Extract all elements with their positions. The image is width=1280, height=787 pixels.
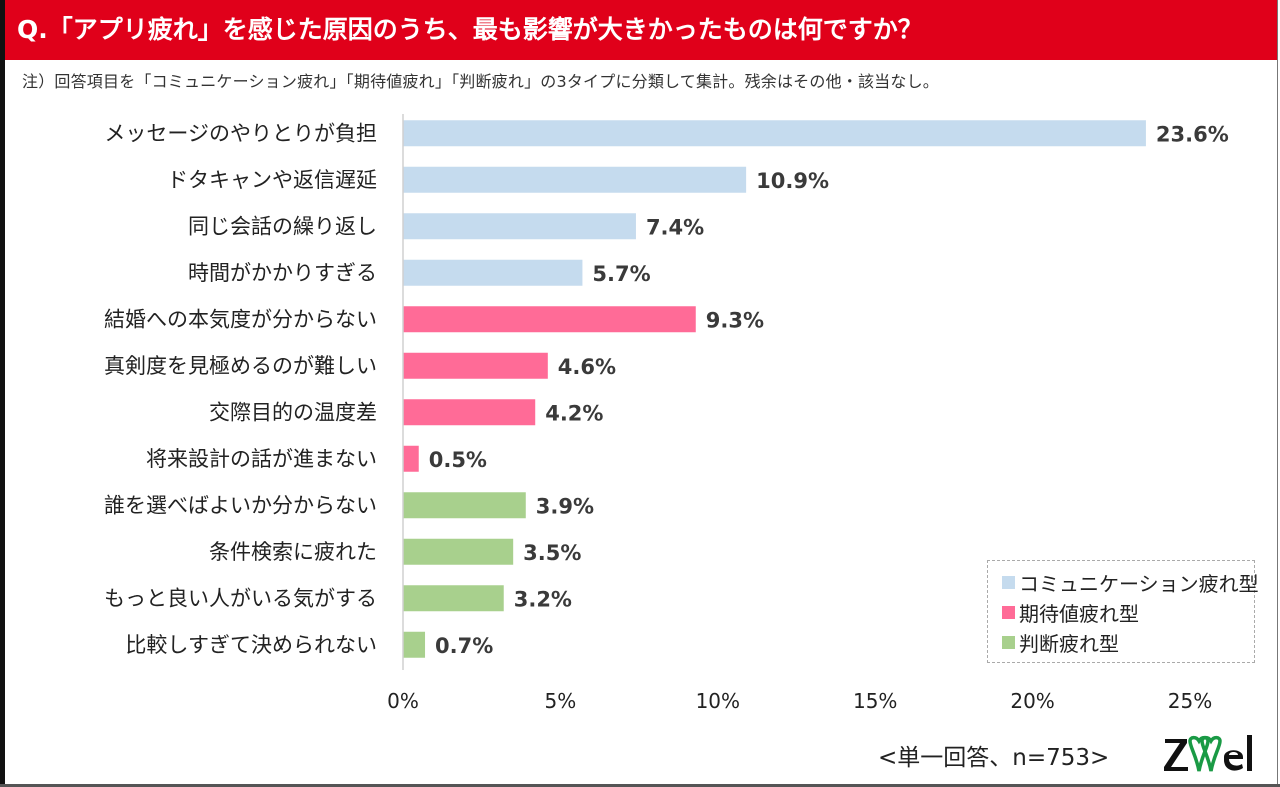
x-tick-label: 5% xyxy=(545,689,577,713)
value-label: 0.5% xyxy=(429,448,487,472)
bar-judgment xyxy=(403,585,504,612)
value-label: 4.2% xyxy=(545,401,603,425)
value-label: 3.2% xyxy=(514,587,572,611)
legend-swatch-judgment xyxy=(1002,635,1015,649)
value-labels: 23.6% 10.9% 7.4% 5.7% 9.3% 4.6% 4.2% 0.5% 3.9% 3.… xyxy=(429,122,1229,658)
value-label: 0.7% xyxy=(435,634,493,658)
legend-swatch-communication xyxy=(1002,575,1015,589)
legend-item-communication: コミュニケーション疲れ型 xyxy=(1002,567,1259,597)
bar-expectation xyxy=(403,399,536,426)
x-tick-label: 20% xyxy=(1010,689,1054,713)
bar-judgment xyxy=(403,492,526,519)
bar-judgment xyxy=(403,631,426,658)
legend-swatch-expectation xyxy=(1002,605,1015,619)
category-label: 結婚への本気度が分からない xyxy=(104,307,377,331)
sample-size-note: <単一回答、n=753> xyxy=(878,745,1110,771)
x-tick-label: 10% xyxy=(696,689,740,713)
category-label: メッセージのやりとりが負担 xyxy=(104,121,377,145)
value-label: 4.6% xyxy=(558,355,616,379)
category-label: 真剣度を見極めるのが難しい xyxy=(104,354,377,378)
question-title-banner: Q.「アプリ疲れ」を感じた原因のうち、最も影響が大きかったものは何ですか？ xyxy=(5,0,1277,60)
legend-label: 期待値疲れ型 xyxy=(1019,601,1139,626)
category-label: もっと良い人がいる気がする xyxy=(104,586,377,610)
category-label: 比較しすぎて決められない xyxy=(125,633,377,657)
x-tick-labels: 0% 5% 10% 15% 20% 25% xyxy=(387,689,1212,713)
bar-communication xyxy=(403,213,636,240)
x-tick-label: 25% xyxy=(1168,689,1212,713)
category-label: 時間がかかりすぎる xyxy=(188,261,377,285)
bars xyxy=(403,120,1146,658)
category-label: 条件検索に疲れた xyxy=(209,540,377,564)
legend-label: コミュニケーション疲れ型 xyxy=(1019,571,1259,596)
legend-item-expectation: 期待値疲れ型 xyxy=(1002,597,1254,627)
zwei-logo: zwei xyxy=(1164,735,1252,772)
value-label: 23.6% xyxy=(1156,122,1229,146)
category-label: 将来設計の話が進まない xyxy=(146,447,377,471)
bar-communication xyxy=(403,259,583,286)
bar-expectation xyxy=(403,352,548,379)
category-label: 交際目的の温度差 xyxy=(209,400,377,424)
bar-communication xyxy=(403,120,1146,147)
bar-expectation xyxy=(403,445,419,472)
x-tick-label: 15% xyxy=(853,689,897,713)
legend-item-judgment: 判断疲れ型 xyxy=(1002,627,1254,657)
frame-left-edge xyxy=(0,0,5,787)
category-label: 誰を選べばよいか分からない xyxy=(104,493,377,517)
value-label: 5.7% xyxy=(592,262,650,286)
value-label: 10.9% xyxy=(756,169,829,193)
frame-bottom-border xyxy=(0,784,1280,787)
category-label: 同じ会話の繰り返し xyxy=(188,214,377,238)
value-label: 3.5% xyxy=(523,541,581,565)
bar-expectation xyxy=(403,306,696,333)
value-label: 3.9% xyxy=(536,494,594,518)
frame-right-border xyxy=(1277,0,1278,787)
legend: コミュニケーション疲れ型 期待値疲れ型 判断疲れ型 xyxy=(987,560,1259,663)
legend-label: 判断疲れ型 xyxy=(1019,631,1119,656)
category-label: ドタキャンや返信遅延 xyxy=(167,168,377,192)
question-title: Q.「アプリ疲れ」を感じた原因のうち、最も影響が大きかったものは何ですか？ xyxy=(17,15,923,44)
bar-communication xyxy=(403,166,747,193)
category-labels: メッセージのやりとりが負担ドタキャンや返信遅延同じ会話の繰り返し時間がかかりすぎ… xyxy=(104,121,377,657)
x-tick-label: 0% xyxy=(387,689,419,713)
classification-note: 注）回答項目を「コミュニケーション疲れ」「期待値疲れ」「判断疲れ」の3タイプに分… xyxy=(22,72,939,91)
value-label: 9.3% xyxy=(706,308,764,332)
bar-judgment xyxy=(403,538,514,565)
value-label: 7.4% xyxy=(646,215,704,239)
